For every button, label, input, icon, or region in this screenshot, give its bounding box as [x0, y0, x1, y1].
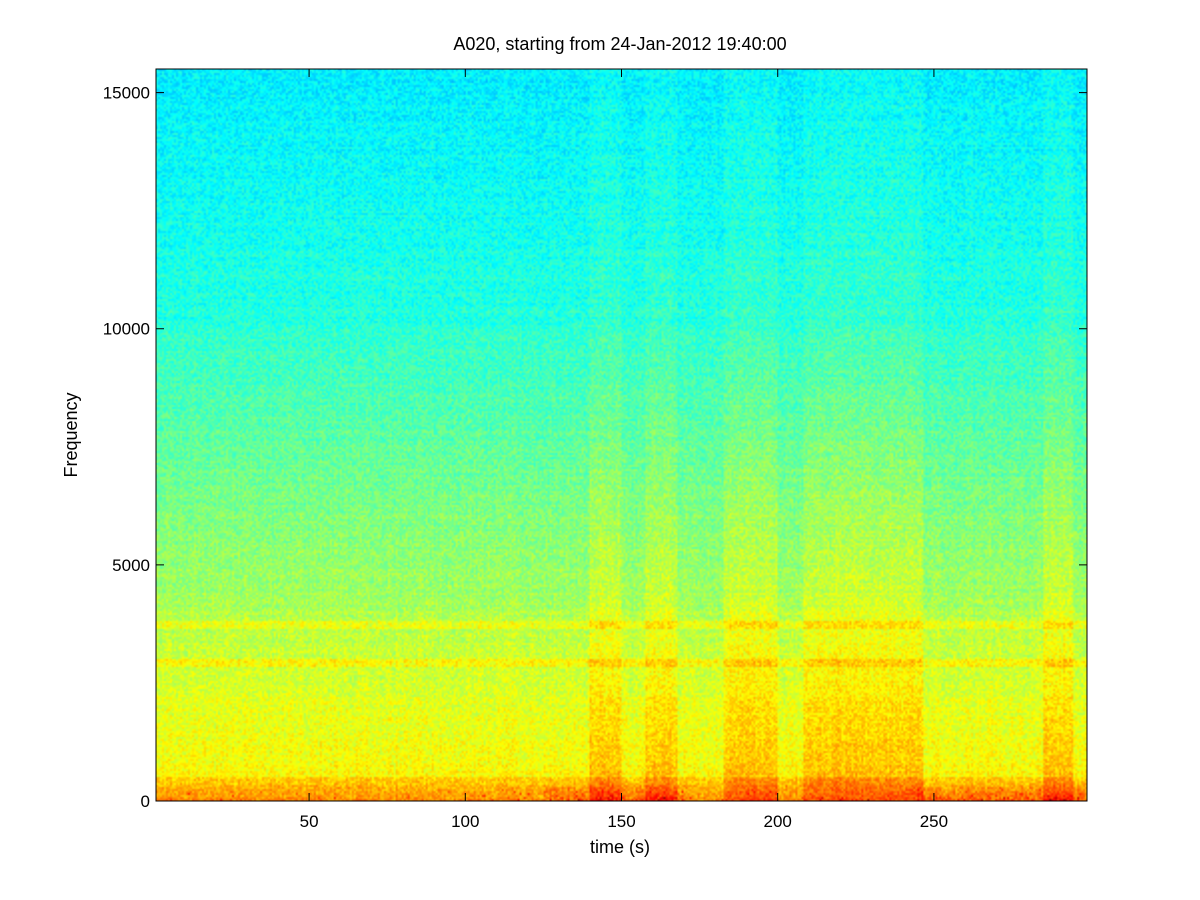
- y-tick-label: 15000: [103, 84, 150, 103]
- y-tick-label: 0: [141, 792, 150, 811]
- x-axis-title: time (s): [590, 837, 650, 857]
- x-tick-label: 250: [920, 812, 948, 831]
- x-tick-label: 200: [764, 812, 792, 831]
- spectrogram-image: [156, 69, 1087, 801]
- x-tick-label: 150: [607, 812, 635, 831]
- y-tick-label: 10000: [103, 320, 150, 339]
- y-tick-label: 5000: [112, 556, 150, 575]
- y-axis-title: Frequency: [61, 392, 81, 477]
- x-tick-label: 50: [300, 812, 319, 831]
- x-axis-ticks: 50 100 150 200 250: [300, 69, 948, 831]
- y-axis-ticks: 0 5000 10000 15000: [103, 84, 1087, 811]
- chart-title: A020, starting from 24-Jan-2012 19:40:00: [453, 34, 786, 54]
- x-tick-label: 100: [451, 812, 479, 831]
- plot-area: [155, 68, 1088, 802]
